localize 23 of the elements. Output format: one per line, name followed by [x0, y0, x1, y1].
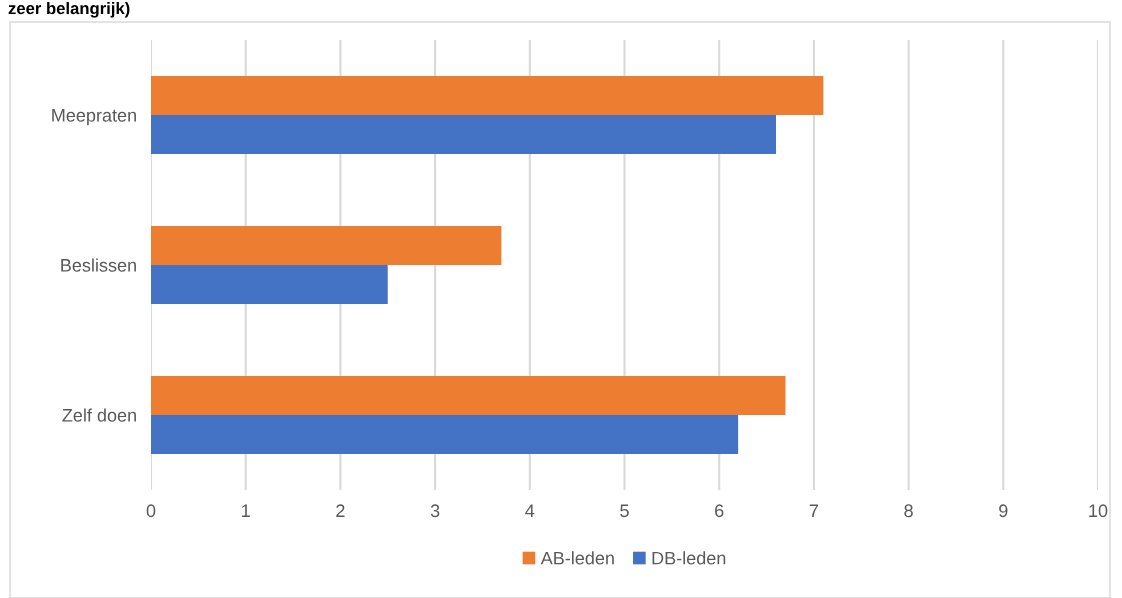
- y-tick-label: Meepraten: [52, 109, 136, 126]
- x-tick-label: 5: [620, 504, 629, 518]
- x-tick-label: 2: [336, 504, 345, 517]
- x-tick-label: 10: [1089, 504, 1108, 518]
- x-tick-label: 1: [242, 504, 250, 517]
- x-tick-label: 4: [525, 504, 535, 517]
- x-tick-label: 6: [715, 504, 724, 518]
- legend-label: DB-leden: [652, 551, 726, 565]
- bar: [151, 376, 786, 415]
- y-tick-label: Zelf doen: [62, 408, 136, 422]
- bar: [151, 115, 777, 154]
- x-tick-label: 3: [430, 504, 440, 518]
- x-tick-label: 8: [904, 504, 913, 518]
- bar: [151, 415, 739, 454]
- y-tick-label: Beslissen: [61, 258, 136, 272]
- x-tick-label: 9: [999, 504, 1008, 518]
- chart-title: zeer belangrijk): [8, 2, 130, 18]
- x-tick-label: 7: [809, 504, 819, 517]
- bar: [151, 76, 824, 115]
- x-tick-label: 0: [146, 504, 156, 518]
- legend-label: AB-leden: [540, 551, 614, 565]
- bar: [151, 265, 388, 304]
- bar: [151, 226, 502, 265]
